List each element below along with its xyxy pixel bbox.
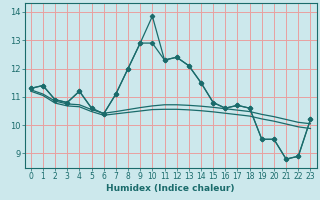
X-axis label: Humidex (Indice chaleur): Humidex (Indice chaleur): [106, 184, 235, 193]
